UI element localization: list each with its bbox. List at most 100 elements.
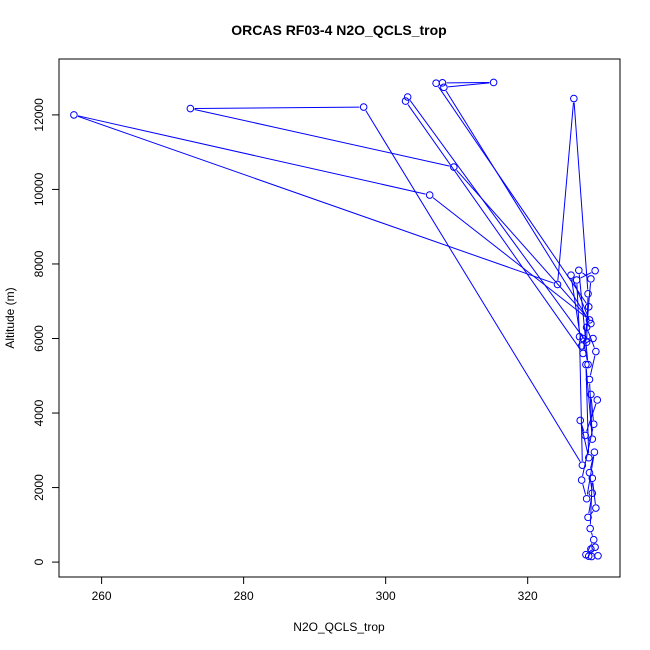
data-point <box>594 551 602 560</box>
series-segment <box>365 110 581 462</box>
data-point <box>587 552 596 561</box>
series-segment <box>587 331 595 348</box>
data-point <box>186 104 195 113</box>
data-point <box>591 543 599 551</box>
data-point <box>582 323 591 332</box>
series-segment <box>582 484 587 495</box>
y-tick-label: 8000 <box>32 250 46 277</box>
series-segment <box>585 368 593 435</box>
data-point <box>553 280 562 289</box>
data-point <box>584 453 593 462</box>
data-point <box>590 448 599 456</box>
series-segment <box>557 102 574 281</box>
data-point <box>584 552 593 560</box>
series-segment <box>77 115 554 284</box>
y-axis-label: Altitude (m) <box>3 287 17 348</box>
series-segment <box>587 543 593 552</box>
data-point <box>450 163 458 171</box>
data-point <box>585 316 594 324</box>
series-segment <box>581 272 588 277</box>
series-segment <box>578 274 589 361</box>
data-point <box>591 266 599 275</box>
x-axis: 260 280 300 320 <box>92 576 538 603</box>
series-segment <box>448 82 490 88</box>
data-point <box>570 94 578 103</box>
data-point <box>587 319 595 328</box>
data-point <box>575 332 584 341</box>
data-point <box>588 489 597 497</box>
y-tick-label: 4000 <box>32 399 46 426</box>
x-tick-label: 300 <box>376 589 396 603</box>
series-segment <box>581 424 585 432</box>
data-point <box>581 431 590 440</box>
data-point <box>584 360 592 369</box>
series-segment <box>572 278 590 320</box>
data-point <box>489 78 498 87</box>
data-point <box>579 349 587 358</box>
data-point <box>438 79 447 87</box>
data-point <box>588 474 597 483</box>
chart-title: ORCAS RF03-4 N2O_QCLS_trop <box>231 22 446 38</box>
data-point <box>587 545 595 553</box>
data-point <box>585 375 594 384</box>
data-point <box>70 111 78 119</box>
data-point <box>589 420 598 429</box>
data-point <box>576 416 585 425</box>
y-tick-label: 6000 <box>32 325 46 352</box>
y-tick-label: 0 <box>32 558 46 565</box>
data-point <box>587 275 595 283</box>
data-point <box>401 97 410 105</box>
data-point <box>579 334 587 343</box>
x-tick-label: 260 <box>92 589 112 603</box>
data-point <box>567 271 575 279</box>
series-segment <box>585 368 590 454</box>
series-segment <box>409 100 585 340</box>
data-point <box>592 504 600 512</box>
x-tick-label: 320 <box>518 589 538 603</box>
data-point <box>359 103 368 111</box>
series-segment <box>579 340 583 462</box>
series-segment <box>592 482 596 504</box>
data-point <box>577 476 586 484</box>
data-point <box>440 83 448 92</box>
data-point <box>589 334 597 343</box>
series-segment <box>407 104 582 351</box>
series-segment <box>432 197 587 318</box>
data-point <box>584 513 592 522</box>
y-tick-label: 10000 <box>32 172 46 206</box>
series-segment <box>438 86 587 304</box>
x-tick-label: 280 <box>234 589 254 603</box>
series-segment <box>589 456 594 469</box>
data-point <box>425 191 434 199</box>
data-point <box>593 396 602 404</box>
series-segment <box>571 279 582 342</box>
plot-frame <box>58 58 621 578</box>
series-segment <box>573 102 589 290</box>
series-segment <box>590 398 594 421</box>
data-point <box>432 79 440 88</box>
data-point <box>584 289 592 298</box>
data-point <box>572 276 581 284</box>
series-segment <box>77 115 426 195</box>
series-segment <box>445 90 590 321</box>
y-tick-label: 12000 <box>32 98 46 132</box>
data-point <box>578 461 587 470</box>
data-point <box>588 435 597 443</box>
series-segment <box>586 403 597 432</box>
data-point <box>589 535 598 544</box>
series-segment <box>194 108 450 167</box>
data-point <box>582 360 590 369</box>
y-axis: 0 2000 4000 6000 8000 10000 12000 <box>32 98 60 565</box>
series-segment <box>456 169 588 318</box>
x-axis-label: N2O_QCLS_trop <box>293 620 385 634</box>
series-segment <box>588 549 593 553</box>
series-segment <box>590 532 593 536</box>
data-point <box>592 347 600 356</box>
series-segment <box>589 355 596 376</box>
data-point <box>587 390 595 399</box>
data-point <box>584 303 593 311</box>
series-layer <box>70 78 602 561</box>
data-point <box>586 524 594 533</box>
data-point <box>403 93 412 101</box>
